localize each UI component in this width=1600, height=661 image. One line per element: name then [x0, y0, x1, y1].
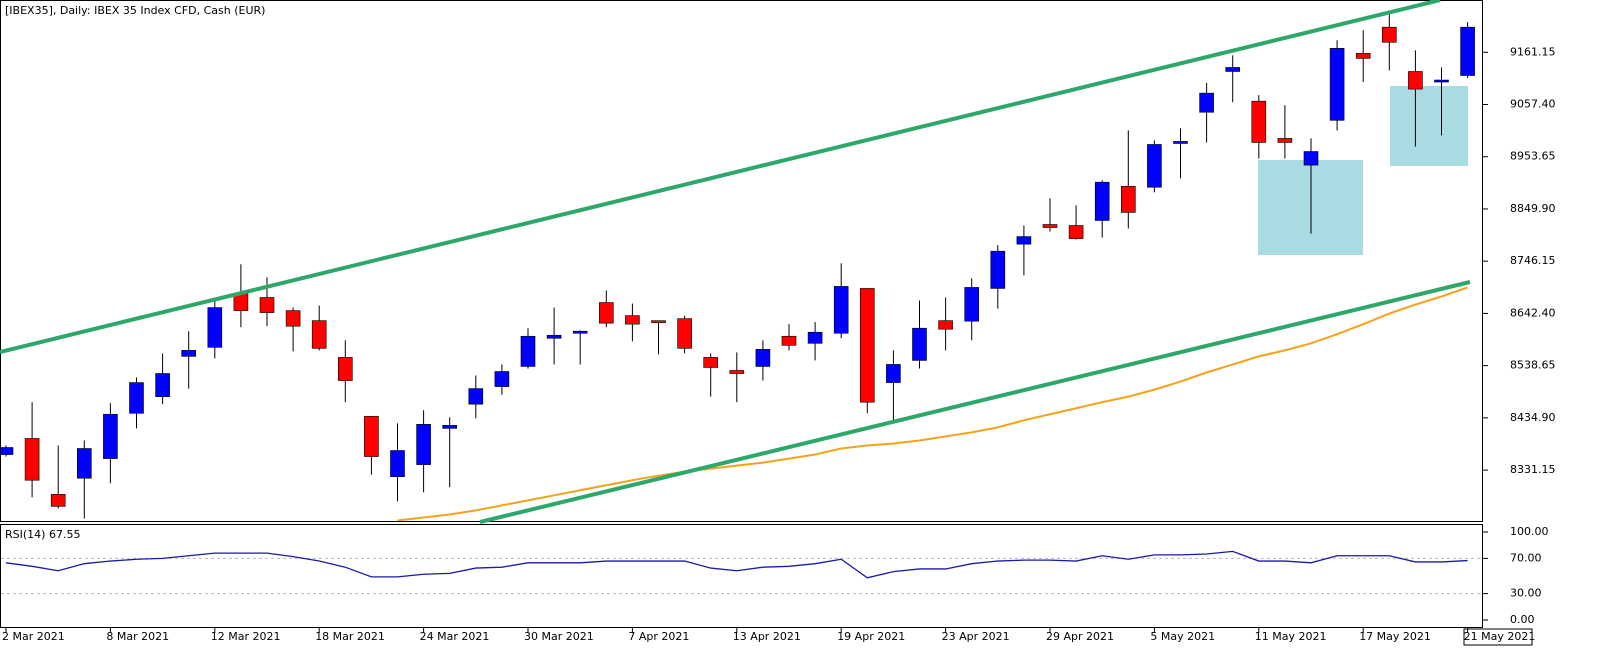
x-tick-label: 18 Mar 2021 [315, 630, 385, 643]
candle-body [390, 450, 405, 477]
y-tick-label: 8538.65 [1510, 359, 1556, 372]
zone [1390, 86, 1468, 166]
moving-average [397, 286, 1468, 522]
x-tick-label: 17 May 2021 [1359, 630, 1431, 643]
candle-body [1460, 26, 1475, 76]
candle-body [1303, 151, 1319, 166]
candle-body [259, 297, 275, 313]
candle-body [0, 447, 14, 455]
candle-body [207, 307, 223, 348]
candle-body [285, 310, 301, 327]
main-frame [0, 0, 1483, 522]
x-tick-label: 8 Mar 2021 [106, 630, 169, 643]
y-tick-label: 8849.90 [1510, 202, 1556, 215]
candle-body [1277, 138, 1293, 143]
candle-body [1199, 92, 1214, 113]
candle-body [572, 330, 588, 334]
x-tick-label: 23 Apr 2021 [942, 630, 1010, 643]
y-tick-label: 8434.90 [1510, 411, 1556, 424]
candle-body [24, 438, 40, 481]
candle-body [50, 494, 66, 507]
candle-body [859, 288, 875, 403]
candle-body [677, 318, 692, 349]
candle-body [181, 350, 196, 357]
x-tick-label: 7 Apr 2021 [628, 630, 689, 643]
candle-body [337, 357, 353, 381]
x-tick-label: 24 Mar 2021 [420, 630, 490, 643]
candle-body [1121, 185, 1136, 213]
candle-body [77, 448, 92, 479]
x-tick-label: 5 May 2021 [1150, 630, 1215, 643]
candle-body [1094, 181, 1110, 221]
trend-line [0, 0, 1441, 354]
candle-body [1173, 141, 1188, 144]
candle-body [598, 302, 614, 324]
x-tick-label: 21 May 2021 [1464, 630, 1536, 643]
x-tick-label: 13 Apr 2021 [733, 630, 801, 643]
date-cursor-box [1463, 628, 1533, 646]
rsi-frame [0, 524, 1483, 628]
candle-body [833, 286, 849, 334]
candle-body [938, 320, 953, 330]
highlight-zones [1258, 86, 1468, 255]
x-tick-label: 11 May 2021 [1255, 630, 1327, 643]
candle-body [625, 315, 640, 325]
x-tick-label: 2 Mar 2021 [2, 630, 65, 643]
plot-area [0, 14, 1475, 522]
candle-body [494, 371, 510, 387]
candle-body [1382, 26, 1397, 43]
y-tick-label: 70.00 [1510, 551, 1542, 564]
candle-body [1355, 53, 1371, 59]
candle-body [416, 424, 431, 465]
candle-body [364, 415, 379, 457]
y-tick-label: 8953.65 [1510, 150, 1556, 163]
y-tick-label: 9161.15 [1510, 45, 1556, 58]
candle-body [1225, 67, 1240, 72]
x-tick-label: 19 Apr 2021 [837, 630, 905, 643]
candle-body [807, 331, 823, 344]
y-tick-label: 8331.15 [1510, 463, 1556, 476]
candle-body [311, 320, 327, 349]
candle-body [912, 327, 927, 361]
y-tick-label: 0.00 [1510, 613, 1535, 626]
candle-body [651, 320, 666, 323]
candle-body [155, 373, 170, 397]
y-tick-label: 8642.40 [1510, 306, 1556, 319]
y-tick-label: 100.00 [1510, 525, 1549, 538]
candle-body [781, 335, 797, 346]
candle-body [1251, 100, 1267, 143]
candle-body [1147, 144, 1162, 188]
y-tick-label: 9057.40 [1510, 98, 1556, 111]
rsi-line [5, 550, 1468, 579]
trend-lines [0, 0, 1471, 524]
x-tick-label: 29 Apr 2021 [1046, 630, 1114, 643]
candle-body [886, 364, 901, 383]
candle-body [1408, 71, 1423, 90]
candle-body [729, 370, 745, 374]
candle-body [129, 382, 144, 414]
candle-body [1434, 79, 1449, 83]
y-tick-label: 30.00 [1510, 587, 1542, 600]
candle-body [442, 425, 458, 429]
trend-line [479, 280, 1471, 524]
chart-title: [IBEX35], Daily: IBEX 35 Index CFD, Cash… [5, 4, 265, 17]
candle-body [1068, 225, 1084, 239]
candle-body [1016, 236, 1032, 245]
candle-body [990, 250, 1006, 289]
x-tick-label: 30 Mar 2021 [524, 630, 594, 643]
candle-body [520, 335, 536, 367]
rsi-title: RSI(14) 67.55 [5, 528, 80, 541]
candle-body [1042, 224, 1058, 228]
y-tick-label: 8746.15 [1510, 254, 1556, 267]
candle-body [103, 413, 118, 459]
x-tick-label: 12 Mar 2021 [211, 630, 281, 643]
candle-body [703, 357, 719, 368]
candle-body [755, 349, 771, 367]
candle-body [468, 388, 484, 405]
candle-body [964, 287, 980, 322]
candle-body [546, 334, 562, 339]
candle-body [1329, 48, 1345, 121]
